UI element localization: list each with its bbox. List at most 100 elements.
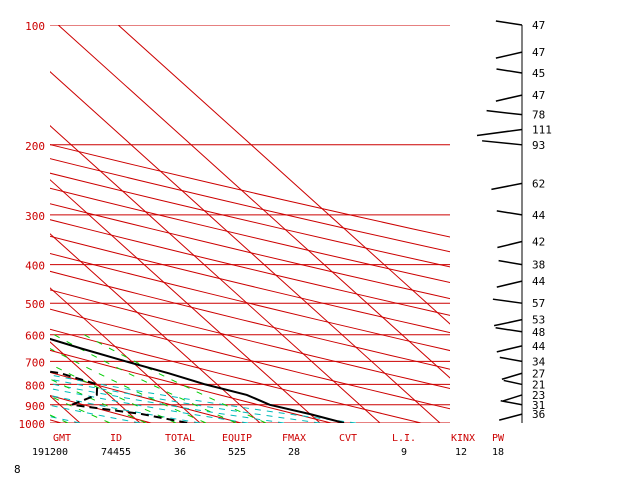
pressure-tick-label: 700 [25,356,45,369]
wind-speed-label: 47 [532,46,545,59]
dry-adiabat-line [50,172,450,268]
pressure-tick-label: 1000 [19,418,46,431]
wind-barb [482,140,523,146]
dry-adiabat-line [50,144,450,238]
wind-speed-label: 44 [532,209,546,222]
wind-barb [500,400,523,406]
wind-barb [492,298,523,304]
isotherm-line [57,25,450,379]
wind-barb [498,259,523,266]
pressure-tick-label: 300 [25,210,45,223]
wind-barb [499,356,523,363]
wind-barb [497,240,523,249]
wind-speed-label: 42 [532,236,545,249]
footer-header-cvt: CVT [338,433,358,444]
mixing-ratio-line [0,335,20,423]
wind-barb [476,128,523,137]
dewpoint-profile [50,370,189,423]
footer-value-equip: 525 [227,447,247,458]
mixing-ratio-line [50,363,177,423]
label-layer: 1002003004005006007008009001000-90-80-70… [19,20,46,431]
wind-barb [499,413,523,421]
wind-speed-label: 31 [532,399,545,412]
footer-header-equip: EQUIP [221,433,253,444]
wind-speed-label: 78 [532,109,545,122]
footer-header-gmt: GMT [52,433,72,444]
wind-speed-label: 21 [532,378,545,391]
isotherm-line [50,233,261,423]
pressure-tick-label: 800 [25,379,45,392]
wind-barb [496,345,523,353]
moist-adiabat-line [50,383,285,423]
footer-header-id: ID [109,433,123,444]
isotherm-line [50,70,441,423]
footer-header-li: L.I. [391,433,417,444]
isotherm-line [117,25,450,325]
moist-adiabat-line [50,378,321,423]
wind-barb [495,327,523,333]
moist-adiabat-line [50,404,141,423]
dry-adiabat-line [50,308,450,410]
wind-barb [495,94,523,102]
footer-header-total: TOTAL [164,433,196,444]
dry-adiabat-line [50,235,450,334]
pressure-tick-label: 500 [25,298,45,311]
wind-barb [495,51,523,59]
wind-barb [503,379,523,386]
wind-speed-label: 27 [532,367,545,380]
mixing-ratio-line [83,334,267,423]
isotherm-line [50,179,321,423]
wind-barb [495,20,523,26]
footer-value-li: 9 [400,447,408,458]
wind-speed-label: 38 [532,259,545,272]
temperature-profile [50,337,345,423]
pressure-tick-label: 400 [25,260,45,273]
isotherm-line [0,25,20,423]
wind-speed-label: 47 [532,89,545,102]
dry-adiabat-line [50,158,450,253]
isotherm-line [50,341,141,423]
wind-barb [502,394,523,402]
footer-value-kinx: 12 [454,447,468,458]
wind-speed-label: 47 [532,19,545,32]
footer-header-pw: PW [491,433,505,444]
footer-value-fmax: 28 [287,447,301,458]
dry-adiabat-line [50,395,152,423]
dry-adiabat-line [50,270,450,370]
footer-value-pw: 18 [491,447,505,458]
pressure-tick-label: 900 [25,400,45,413]
wind-speed-label: 93 [532,139,545,152]
wind-speed-label: 57 [532,297,545,310]
dry-adiabat-line [50,328,422,423]
isotherm-line [50,125,381,423]
wind-barb [501,372,523,380]
dry-adiabat-line [50,253,450,352]
wind-barb [493,318,523,327]
dry-adiabat-line [50,371,242,423]
stability-indices-footer: GMT ID TOTAL EQUIP FMAX CVT L.I. KINX PW… [0,433,640,463]
wind-speed-label: 53 [532,314,545,327]
wind-barb [491,182,523,191]
footer-header-fmax: FMAX [281,433,307,444]
mixing-ratio-line [53,334,237,423]
mixing-ratio-line [50,348,207,423]
wind-speed-label: 62 [532,177,545,190]
wind-speed-label: 44 [532,340,546,353]
mixing-ratio-line [50,395,111,423]
pressure-tick-label: 600 [25,330,45,343]
wind-speed-label: 111 [532,123,552,136]
wind-speed-label: 36 [532,408,545,421]
wind-layer: 4747454778111936244423844575348443427212… [476,19,552,423]
dry-adiabat-line [50,289,450,390]
wind-speed-label: 44 [532,275,546,288]
wind-barb [486,109,523,116]
profile-layer [50,337,345,423]
footer-value-gmt: 191200 [31,447,69,458]
wind-speed-label: 34 [532,355,546,368]
wind-speed-label: 23 [532,389,545,402]
footer-header-kinx: KINX [450,433,476,444]
dry-adiabat-line [50,349,332,423]
wind-barb [496,210,523,216]
wind-speed-label: 48 [532,326,545,339]
